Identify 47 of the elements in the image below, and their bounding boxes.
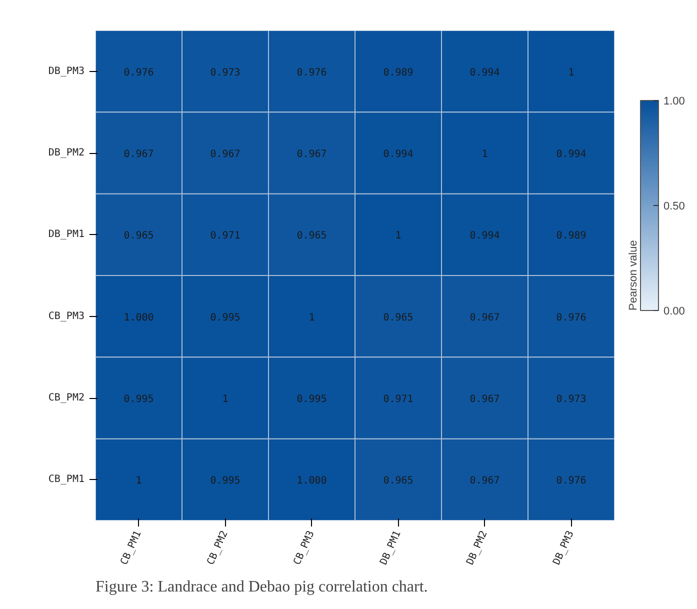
data-label: 1 — [395, 230, 402, 242]
data-label: 0.994 — [470, 230, 500, 242]
data-label: 1 — [482, 149, 488, 160]
color-bar-label: 0.50 — [664, 200, 685, 212]
y-tick-label: DB_PM1 — [48, 229, 84, 240]
y-tick-label: CB_PM1 — [48, 474, 84, 486]
data-label: 0.976 — [556, 312, 586, 324]
data-label: 1 — [308, 312, 315, 324]
data-label: 0.995 — [210, 476, 240, 487]
data-label: 0.971 — [383, 394, 414, 405]
data-label: 1 — [222, 394, 228, 405]
data-label: 1.000 — [124, 312, 154, 324]
data-label: 1 — [568, 67, 574, 78]
data-label: 0.995 — [124, 394, 154, 405]
data-label: 0.967 — [470, 394, 500, 405]
data-label: 0.989 — [383, 67, 414, 78]
data-label: 0.967 — [210, 149, 240, 160]
color-bar-label: 0.00 — [664, 306, 685, 318]
data-label: 0.967 — [470, 476, 500, 487]
y-tick-label: CB_PM3 — [48, 310, 84, 322]
data-label: 0.965 — [383, 476, 414, 487]
y-tick-label: DB_PM2 — [48, 148, 84, 158]
data-label: 0.994 — [470, 67, 500, 78]
data-label: 0.967 — [296, 149, 327, 160]
y-tick-label: CB_PM2 — [48, 392, 84, 404]
data-label: 0.976 — [296, 67, 327, 78]
data-label: 0.994 — [556, 149, 586, 160]
data-label: 0.967 — [470, 312, 500, 324]
data-label: 0.965 — [124, 230, 154, 242]
color-bar-title: Pearson value — [628, 240, 640, 310]
data-label: 0.971 — [210, 230, 240, 242]
data-label: 1.000 — [296, 476, 327, 487]
data-label: 0.965 — [296, 230, 327, 242]
data-label: 1 — [136, 476, 142, 487]
data-label: 0.989 — [556, 230, 586, 242]
data-label: 0.995 — [296, 394, 327, 405]
data-label: 0.976 — [556, 476, 586, 487]
data-label: 0.994 — [383, 149, 414, 160]
y-tick-label: DB_PM3 — [48, 66, 84, 77]
data-label: 0.973 — [556, 394, 586, 405]
data-label: 0.973 — [210, 67, 240, 78]
caption: Figure 3: Landrace and Debao pig correlation chart. — [96, 578, 428, 596]
data-label: 0.976 — [124, 67, 154, 78]
color-bar-label: 1.00 — [664, 96, 685, 108]
data-label: 0.967 — [124, 149, 154, 160]
data-label: 0.965 — [383, 312, 414, 324]
data-label: 0.995 — [210, 312, 240, 324]
